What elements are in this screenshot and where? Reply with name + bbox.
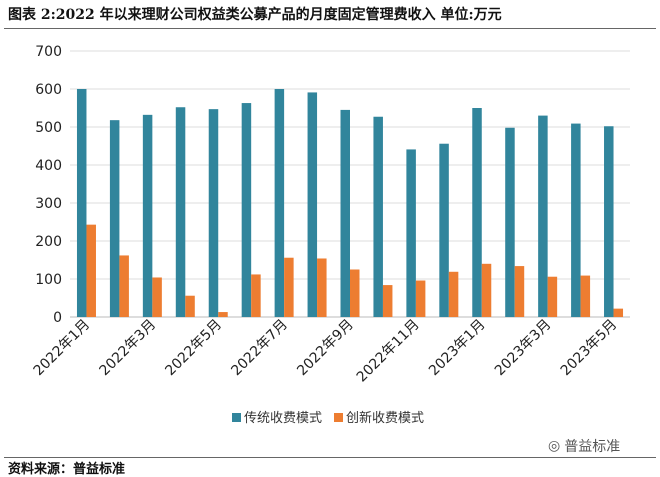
bar-innovative [86, 224, 96, 317]
bar-traditional [76, 89, 87, 317]
bar-innovative [350, 269, 360, 317]
y-tick-label: 700 [35, 44, 62, 60]
legend-swatch [334, 413, 343, 422]
bar-innovative [415, 280, 426, 317]
x-tick-label: 2022年5月 [162, 317, 225, 380]
bar-innovative [481, 263, 492, 317]
bar-traditional [373, 116, 383, 318]
x-tick-label: 2022年9月 [294, 317, 357, 380]
bar-innovative [152, 277, 162, 317]
y-tick-label: 300 [35, 196, 62, 212]
y-tick-label: 200 [35, 234, 62, 250]
figure-title: 图表 2:2022 年以来理财公司权益类公募产品的月度固定管理费收入 单位:万元 [8, 7, 502, 23]
bar-traditional [604, 126, 614, 318]
bar-innovative [580, 275, 591, 317]
x-tick-label: 2022年11月 [354, 317, 423, 386]
bar-traditional [208, 109, 219, 317]
watermark-text: 普益标准 [564, 439, 621, 455]
bar-innovative [317, 258, 327, 317]
wechat-icon: ◎ [548, 438, 561, 454]
bar-traditional [505, 127, 515, 317]
legend-swatch [232, 413, 241, 422]
y-tick-label: 600 [35, 82, 62, 98]
watermark: ◎ 普益标准 [548, 436, 620, 456]
x-tick-label: 2022年3月 [97, 317, 160, 380]
y-tick-label: 0 [53, 310, 62, 326]
bar-innovative [514, 266, 525, 317]
bar-innovative [119, 255, 129, 317]
bar-traditional [406, 149, 416, 317]
title-divider [4, 28, 656, 29]
bar-traditional [241, 103, 252, 317]
bar-traditional [340, 109, 350, 318]
bar-traditional [307, 92, 318, 317]
bar-traditional [538, 115, 548, 317]
y-tick-label: 100 [35, 272, 62, 288]
bar-innovative [613, 308, 624, 317]
bar-traditional [571, 123, 581, 317]
legend-label: 传统收费模式 [244, 411, 322, 426]
bar-traditional [274, 89, 285, 317]
bar-innovative [218, 312, 228, 317]
x-tick-label: 2023年5月 [558, 317, 621, 380]
bar-innovative [382, 285, 393, 317]
y-tick-label: 500 [35, 120, 62, 136]
x-tick-label: 2023年3月 [492, 317, 555, 380]
bar-innovative [284, 257, 294, 317]
legend-label: 创新收费模式 [346, 410, 424, 426]
x-tick-label: 2022年7月 [228, 317, 291, 380]
source-note: 资料来源：普益标准 [8, 462, 126, 477]
bar-traditional [472, 108, 482, 317]
bar-traditional [109, 120, 120, 317]
bar-innovative [547, 276, 558, 317]
bar-traditional [439, 143, 449, 317]
bar-innovative [448, 271, 459, 317]
footer-divider [4, 457, 656, 458]
x-tick-label: 2023年1月 [426, 317, 489, 380]
bar-traditional [142, 114, 153, 317]
bar-innovative [251, 274, 261, 317]
y-tick-label: 400 [35, 158, 62, 174]
bar-innovative [185, 295, 195, 317]
bar-traditional [175, 107, 186, 318]
